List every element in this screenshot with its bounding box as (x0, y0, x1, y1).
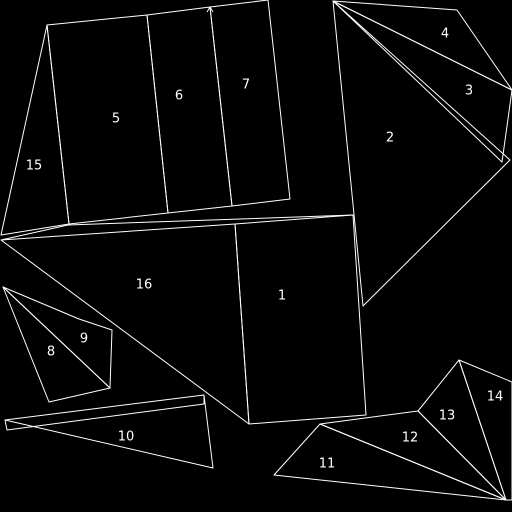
region-label-1: 1 (278, 289, 286, 304)
region-7-outline (209, 0, 291, 207)
region-label-12: 12 (402, 431, 419, 446)
region-label-16: 16 (136, 278, 153, 293)
edge-top-strip-base (0, 214, 354, 241)
region-1-outline (234, 214, 367, 425)
region-16-outline (0, 223, 250, 425)
region-6-outline (146, 6, 233, 214)
region-14-outline (458, 359, 512, 501)
region-15-outline (0, 24, 70, 236)
region-label-2: 2 (386, 131, 394, 146)
region-8-outline (2, 286, 111, 403)
region-label-9: 9 (80, 332, 88, 347)
region-label-13: 13 (439, 409, 456, 424)
edge-tip-mark (206, 6, 214, 13)
region-label-6: 6 (175, 89, 183, 104)
region-label-3: 3 (465, 84, 473, 99)
region-label-14: 14 (487, 390, 504, 405)
region-10-outline (4, 394, 214, 469)
region-2-outline (332, 0, 511, 307)
region-label-4: 4 (441, 27, 449, 42)
region-11-outline (273, 423, 507, 501)
region-label-15: 15 (26, 159, 43, 174)
region-label-8: 8 (47, 345, 55, 360)
region-12-outline (319, 410, 507, 501)
region-labels: 1 2 3 4 5 6 7 8 9 10 11 12 13 14 15 16 (26, 27, 504, 472)
edge-left-cap (4, 395, 205, 431)
region-label-7: 7 (242, 78, 250, 93)
region-label-10: 10 (118, 430, 135, 445)
region-edges (0, 0, 512, 501)
region-13-outline (417, 359, 507, 501)
region-9-outline (2, 286, 113, 389)
region-label-5: 5 (112, 112, 120, 127)
region-label-11: 11 (319, 457, 336, 472)
region-4-outline (332, 0, 512, 91)
